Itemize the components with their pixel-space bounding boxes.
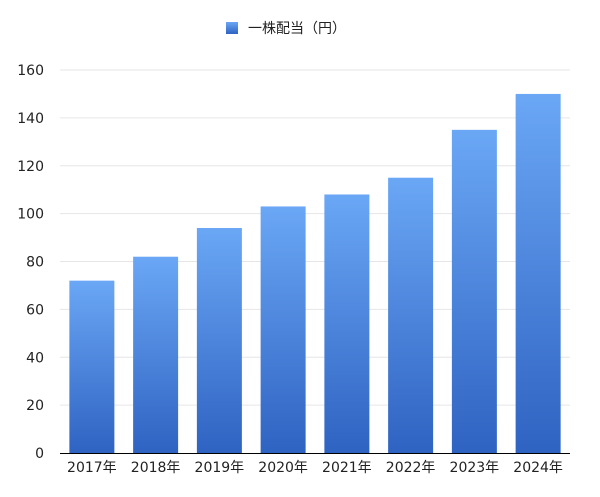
bar <box>324 194 370 453</box>
bar <box>388 177 434 453</box>
y-tick-label: 140 <box>17 111 44 127</box>
bar <box>260 206 306 453</box>
y-axis-ticks: 0 20 40 60 80 100 120 140 160 <box>17 63 44 462</box>
x-tick-label: 2022年 <box>386 460 436 476</box>
bar <box>133 256 179 453</box>
y-tick-label: 120 <box>17 159 44 175</box>
bar <box>196 227 242 453</box>
x-tick-label: 2024年 <box>513 460 563 476</box>
legend-swatch <box>226 22 238 34</box>
y-tick-label: 40 <box>26 350 44 366</box>
bar <box>451 129 497 453</box>
y-tick-label: 100 <box>17 207 44 223</box>
bars <box>69 93 561 453</box>
x-tick-label: 2020年 <box>258 460 308 476</box>
legend-label: 一株配当（円） <box>248 21 346 37</box>
x-tick-label: 2023年 <box>450 460 500 476</box>
legend: 一株配当（円） <box>226 21 346 37</box>
y-tick-label: 160 <box>17 63 44 79</box>
y-tick-label: 80 <box>26 255 44 271</box>
x-tick-label: 2017年 <box>67 460 117 476</box>
y-tick-label: 0 <box>35 446 44 462</box>
x-tick-label: 2021年 <box>322 460 372 476</box>
x-axis-ticks: 2017年 2018年 2019年 2020年 2021年 2022年 2023年 2024年 <box>67 460 563 476</box>
bar <box>69 280 115 453</box>
y-tick-label: 20 <box>26 398 44 414</box>
x-tick-label: 2019年 <box>195 460 245 476</box>
x-tick-label: 2018年 <box>131 460 181 476</box>
y-tick-label: 60 <box>26 302 44 318</box>
bar <box>515 93 561 453</box>
